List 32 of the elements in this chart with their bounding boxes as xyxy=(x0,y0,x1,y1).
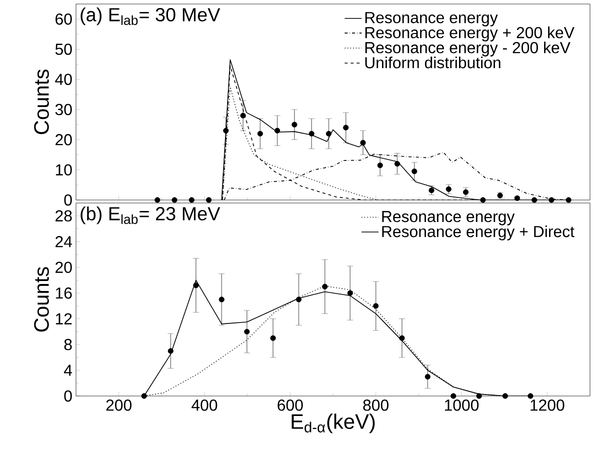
y-tick-label: 50 xyxy=(55,44,72,55)
legend-label: Resonance energy - 200 keV xyxy=(365,42,570,56)
y-tick-label: 4 xyxy=(64,364,72,376)
legend-label: Resonance energy + Direct xyxy=(382,225,574,240)
y-tick-label: 40 xyxy=(55,74,72,86)
x-tick-label: 1000 xyxy=(444,400,479,411)
y-tick-label: 0 xyxy=(64,390,72,402)
y-tick-label: 30 xyxy=(55,104,72,116)
y-tick-label: 24 xyxy=(56,236,72,248)
x-tick-label: 1200 xyxy=(530,400,564,411)
x-tick-label: 400 xyxy=(192,400,218,411)
y-tick-label: 20 xyxy=(56,134,72,146)
legend-label: Resonance energy xyxy=(382,211,515,226)
y-tick-label: 10 xyxy=(56,164,72,176)
y-tick-label: 28 xyxy=(56,210,72,222)
x-tick-label: 200 xyxy=(106,400,132,411)
x-axis-title: E$_{d-α}$(keV) xyxy=(292,414,375,434)
chart-title: (b) E$_{lab}$= 23 MeV xyxy=(80,206,220,224)
legend-label: Resonance energy xyxy=(365,12,498,26)
y-axis-title: Counts xyxy=(34,267,49,332)
y-tick-label: 12 xyxy=(56,313,72,324)
y-tick-label: 20 xyxy=(56,262,72,273)
x-tick-label: 800 xyxy=(363,400,388,411)
legend-label: Uniform distribution xyxy=(365,56,500,68)
y-tick-label: 60 xyxy=(56,13,72,25)
legend-label: Resonance energy + 200 keV xyxy=(365,26,574,42)
x-tick-label: 600 xyxy=(278,400,303,411)
y-tick-label: 0 xyxy=(64,194,72,206)
chart-title: (a) E$_{lab}$= 30 MeV xyxy=(80,8,220,26)
y-axis-title: Counts xyxy=(34,70,49,134)
y-tick-label: 16 xyxy=(56,287,72,299)
y-tick-label: 8 xyxy=(64,338,72,350)
